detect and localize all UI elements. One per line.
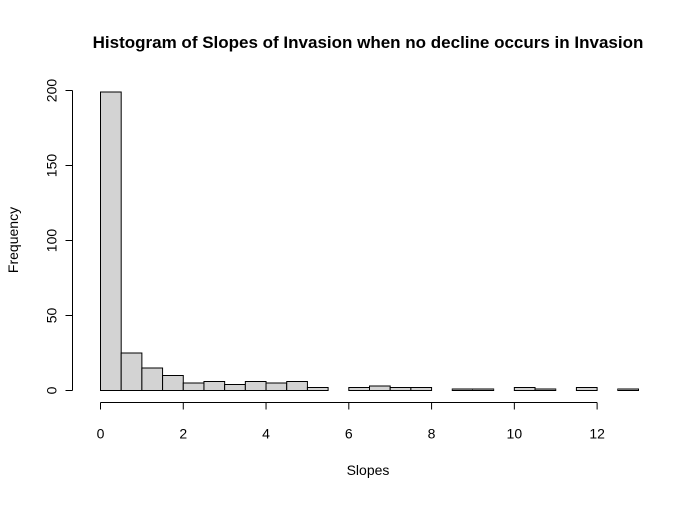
bars-group xyxy=(100,91,639,391)
histogram-bar xyxy=(141,367,164,391)
histogram-bar xyxy=(162,375,184,391)
y-axis-label: Frequency xyxy=(5,207,21,273)
histogram-bar xyxy=(513,387,536,391)
x-axis: 0 2 4 6 8 10 12 xyxy=(97,402,605,442)
x-tick-label: 0 xyxy=(97,426,105,442)
y-tick-label: 150 xyxy=(44,154,60,178)
histogram-bar xyxy=(410,387,433,391)
histogram-bar xyxy=(100,91,122,391)
chart-title: Histogram of Slopes of Invasion when no … xyxy=(93,33,644,52)
histogram-bar xyxy=(472,388,495,391)
histogram-bar xyxy=(203,381,226,391)
x-tick-label: 10 xyxy=(507,426,523,442)
y-axis: 0 50 100 150 200 xyxy=(44,79,73,394)
x-tick-label: 6 xyxy=(345,426,353,442)
x-tick-label: 8 xyxy=(428,426,436,442)
histogram-bar xyxy=(120,352,143,391)
histogram-bar xyxy=(265,382,288,391)
histogram-bar xyxy=(369,385,391,391)
histogram-bar xyxy=(451,388,474,391)
x-axis-label: Slopes xyxy=(347,462,390,478)
y-tick-label: 200 xyxy=(44,79,60,103)
histogram-bar xyxy=(575,387,598,391)
histogram-bar xyxy=(244,381,267,391)
histogram-bar xyxy=(534,388,557,391)
histogram-bar xyxy=(224,384,246,391)
y-tick-label: 50 xyxy=(44,308,60,324)
x-tick-label: 4 xyxy=(262,426,270,442)
histogram-bar xyxy=(617,388,639,391)
histogram-bar xyxy=(182,382,205,391)
histogram-bar xyxy=(389,387,412,391)
y-tick-label: 0 xyxy=(44,386,60,394)
histogram-bar xyxy=(306,387,329,391)
x-tick-label: 2 xyxy=(179,426,187,442)
x-tick-label: 12 xyxy=(589,426,605,442)
histogram-bar xyxy=(286,381,308,391)
histogram-bar xyxy=(348,387,370,391)
y-tick-label: 100 xyxy=(44,229,60,253)
